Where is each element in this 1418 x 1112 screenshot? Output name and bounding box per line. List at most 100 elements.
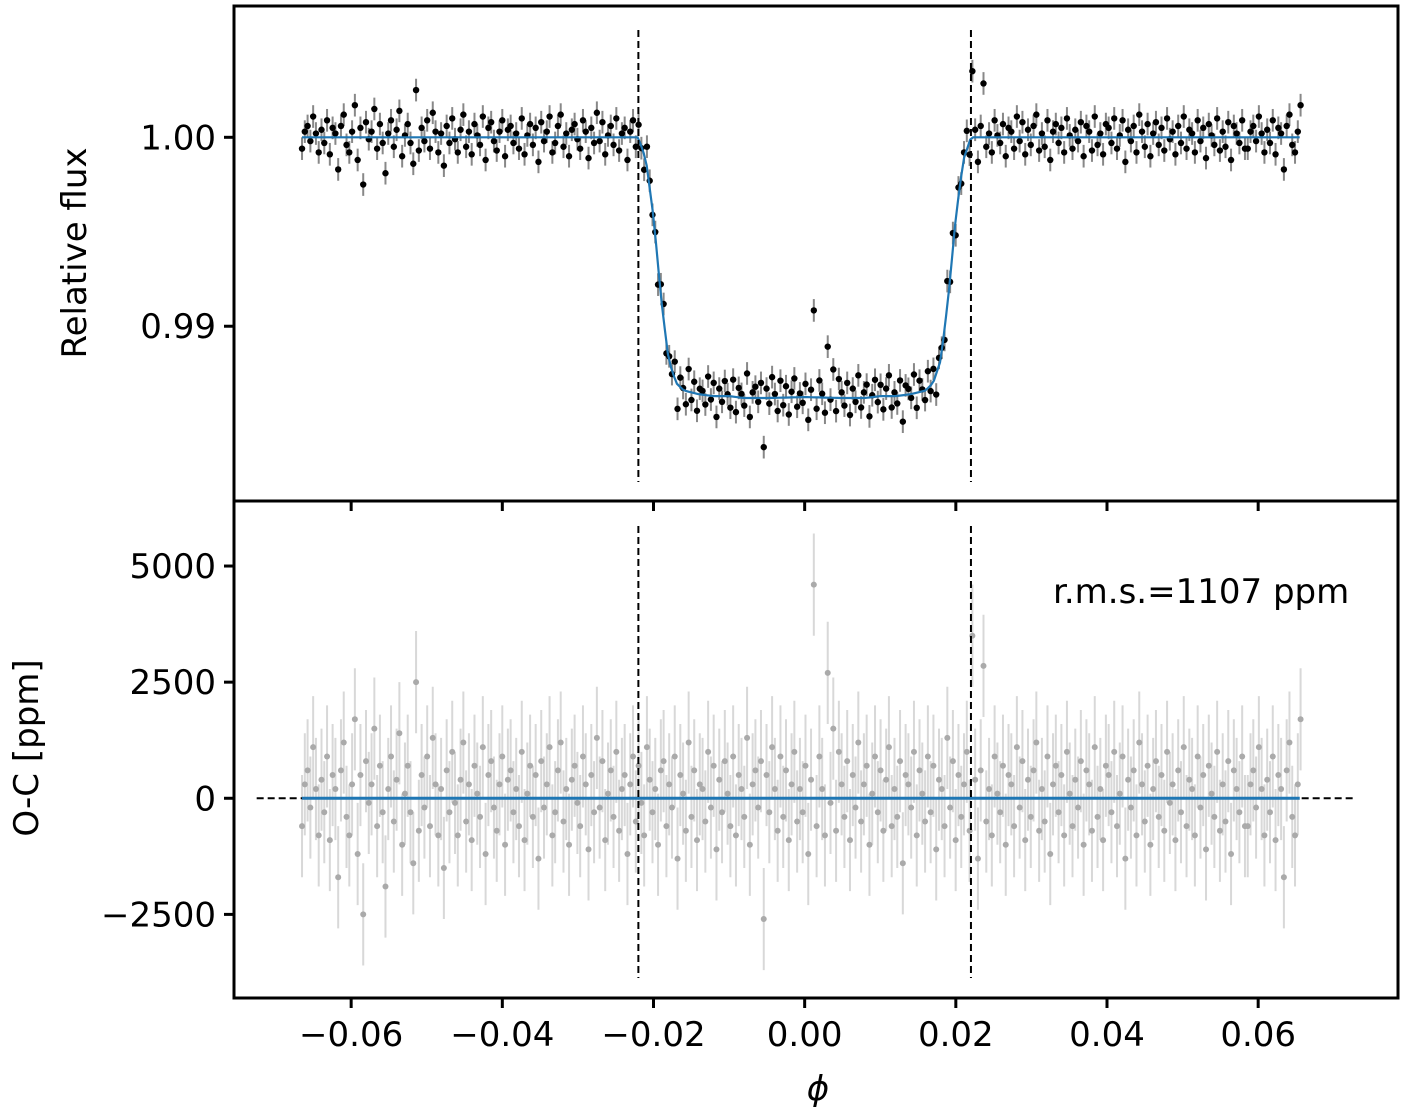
flux-point xyxy=(1194,117,1201,124)
flux-point xyxy=(1244,145,1251,152)
residual-point xyxy=(365,799,372,806)
residual-point xyxy=(766,809,773,816)
residual-point xyxy=(1264,776,1271,783)
residual-point xyxy=(1061,832,1068,839)
flux-point xyxy=(557,111,564,118)
flux-point xyxy=(1111,115,1118,122)
flux-point xyxy=(387,117,395,124)
residual-point xyxy=(577,823,584,830)
residual-point xyxy=(1191,832,1198,839)
residual-point xyxy=(321,809,328,816)
residual-point xyxy=(413,679,420,686)
flux-point xyxy=(1147,153,1154,160)
flux-point xyxy=(1119,117,1126,124)
flux-point xyxy=(905,385,912,393)
residual-point xyxy=(1058,772,1065,779)
residual-point xyxy=(791,748,798,755)
residual-point xyxy=(1236,809,1243,816)
residual-point xyxy=(482,851,489,858)
bottom-y-axis-label: O-C [ppm] xyxy=(7,659,47,836)
residual-point xyxy=(919,790,926,797)
residual-point xyxy=(504,776,511,783)
residual-point xyxy=(1036,827,1043,834)
residual-point xyxy=(541,804,548,811)
flux-point xyxy=(807,386,815,393)
flux-point xyxy=(551,139,559,147)
residual-point xyxy=(713,846,720,853)
residual-point xyxy=(1105,772,1112,779)
flux-point xyxy=(1250,122,1257,130)
flux-point xyxy=(910,371,918,378)
flux-point xyxy=(704,373,712,380)
flux-point xyxy=(1055,139,1062,147)
residual-point xyxy=(972,776,979,783)
flux-point xyxy=(691,378,698,385)
residual-point xyxy=(752,767,759,774)
residual-point xyxy=(668,804,675,811)
flux-point xyxy=(571,120,578,128)
flux-point xyxy=(304,122,311,130)
flux-point xyxy=(362,118,370,126)
flux-point xyxy=(1275,124,1282,132)
flux-point xyxy=(1225,118,1232,126)
flux-point xyxy=(529,141,537,149)
residual-point xyxy=(368,781,375,788)
residual-point xyxy=(785,837,792,844)
top-axis-ticks: 0.99 1.00 xyxy=(140,118,1260,511)
bottom-y-tick-label: −2500 xyxy=(101,895,216,935)
residual-point xyxy=(335,874,342,881)
residual-point xyxy=(471,762,478,769)
residual-point xyxy=(872,753,879,760)
residual-point xyxy=(371,725,378,732)
flux-point xyxy=(1238,117,1246,124)
residual-point xyxy=(346,832,353,839)
residual-point xyxy=(894,813,901,820)
residual-point xyxy=(949,758,956,765)
residual-point xyxy=(808,776,815,783)
flux-point xyxy=(629,117,637,124)
flux-point xyxy=(1152,118,1160,126)
residual-point xyxy=(757,758,764,765)
residual-point xyxy=(618,785,625,792)
residual-point xyxy=(574,799,581,806)
residual-point xyxy=(674,855,681,862)
residual-point xyxy=(440,864,447,871)
residual-point xyxy=(885,744,892,751)
residual-point xyxy=(585,846,592,853)
flux-point xyxy=(780,401,787,409)
residual-point xyxy=(515,823,522,830)
flux-point xyxy=(418,124,425,132)
flux-point xyxy=(307,137,314,145)
flux-point xyxy=(963,127,971,135)
flux-point xyxy=(852,398,859,406)
residual-point xyxy=(849,772,856,779)
flux-point xyxy=(754,398,762,406)
residual-point xyxy=(741,813,748,820)
residual-point xyxy=(794,818,801,825)
residual-point xyxy=(1172,837,1179,844)
residual-point xyxy=(1255,744,1262,751)
flux-point xyxy=(857,404,865,411)
flux-point xyxy=(457,126,464,133)
flux-point xyxy=(479,113,487,120)
flux-point xyxy=(766,400,773,407)
residual-point xyxy=(802,762,809,769)
residual-point xyxy=(924,753,931,760)
residual-point xyxy=(1077,758,1084,765)
flux-point xyxy=(1233,130,1240,137)
residual-point xyxy=(613,748,620,755)
flux-point xyxy=(782,383,790,390)
residual-point xyxy=(1247,781,1254,788)
flux-point xyxy=(1013,113,1021,120)
flux-point xyxy=(443,122,450,130)
flux-point xyxy=(501,153,509,160)
residual-point xyxy=(821,832,828,839)
residual-point xyxy=(602,837,609,844)
x-tick-label: −0.02 xyxy=(601,1015,705,1055)
residual-point xyxy=(1013,744,1020,751)
flux-point xyxy=(518,115,525,122)
residual-point xyxy=(1244,823,1251,830)
residual-point xyxy=(641,832,648,839)
flux-point xyxy=(1122,158,1129,166)
flux-point xyxy=(793,403,801,410)
